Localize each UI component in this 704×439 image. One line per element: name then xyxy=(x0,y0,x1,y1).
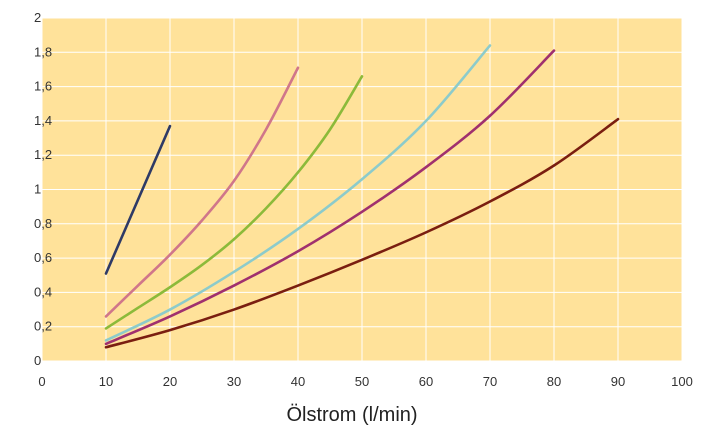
y-tick-label: 1,8 xyxy=(34,44,52,59)
y-tick-label: 0,6 xyxy=(34,250,52,265)
chart: 0 10 20 30 40 50 60 70 80 90 100 0 0,2 0,4 0,6 0,8 1 1,2… xyxy=(34,10,693,389)
y-tick-label: 2 xyxy=(34,10,41,25)
y-tick-label: 0,8 xyxy=(34,216,52,231)
x-tick-label: 0 xyxy=(38,374,45,389)
series-line-4 xyxy=(104,44,492,342)
y-tick-label: 0,4 xyxy=(34,284,52,299)
series-group xyxy=(104,44,620,349)
series-line-2 xyxy=(104,66,300,318)
x-tick-label: 70 xyxy=(483,374,497,389)
series-line-3 xyxy=(104,75,364,330)
x-tick-label: 90 xyxy=(611,374,625,389)
x-axis-label: Ölstrom (l/min) xyxy=(286,404,418,426)
y-tick-label: 0 xyxy=(34,353,41,368)
y-axis-ticks: 0 0,2 0,4 0,6 0,8 1 1,2 1,4 1,6 1,8 2 xyxy=(34,10,52,368)
x-tick-label: 100 xyxy=(671,374,693,389)
series-line-6 xyxy=(104,117,620,349)
y-tick-label: 1,4 xyxy=(34,113,52,128)
x-tick-label: 60 xyxy=(419,374,433,389)
x-tick-label: 30 xyxy=(227,374,241,389)
y-tick-label: 0,2 xyxy=(34,319,52,334)
y-tick-label: 1 xyxy=(34,182,41,197)
x-tick-label: 10 xyxy=(99,374,113,389)
x-tick-label: 20 xyxy=(163,374,177,389)
y-tick-label: 1,2 xyxy=(34,147,52,162)
y-tick-label: 1,6 xyxy=(34,79,52,94)
series-line-1 xyxy=(104,124,172,275)
x-tick-label: 80 xyxy=(547,374,561,389)
x-tick-label: 40 xyxy=(291,374,305,389)
series-line-5 xyxy=(104,49,556,346)
grid xyxy=(41,17,683,362)
x-tick-label: 50 xyxy=(355,374,369,389)
x-axis-ticks: 0 10 20 30 40 50 60 70 80 90 100 xyxy=(38,374,692,389)
